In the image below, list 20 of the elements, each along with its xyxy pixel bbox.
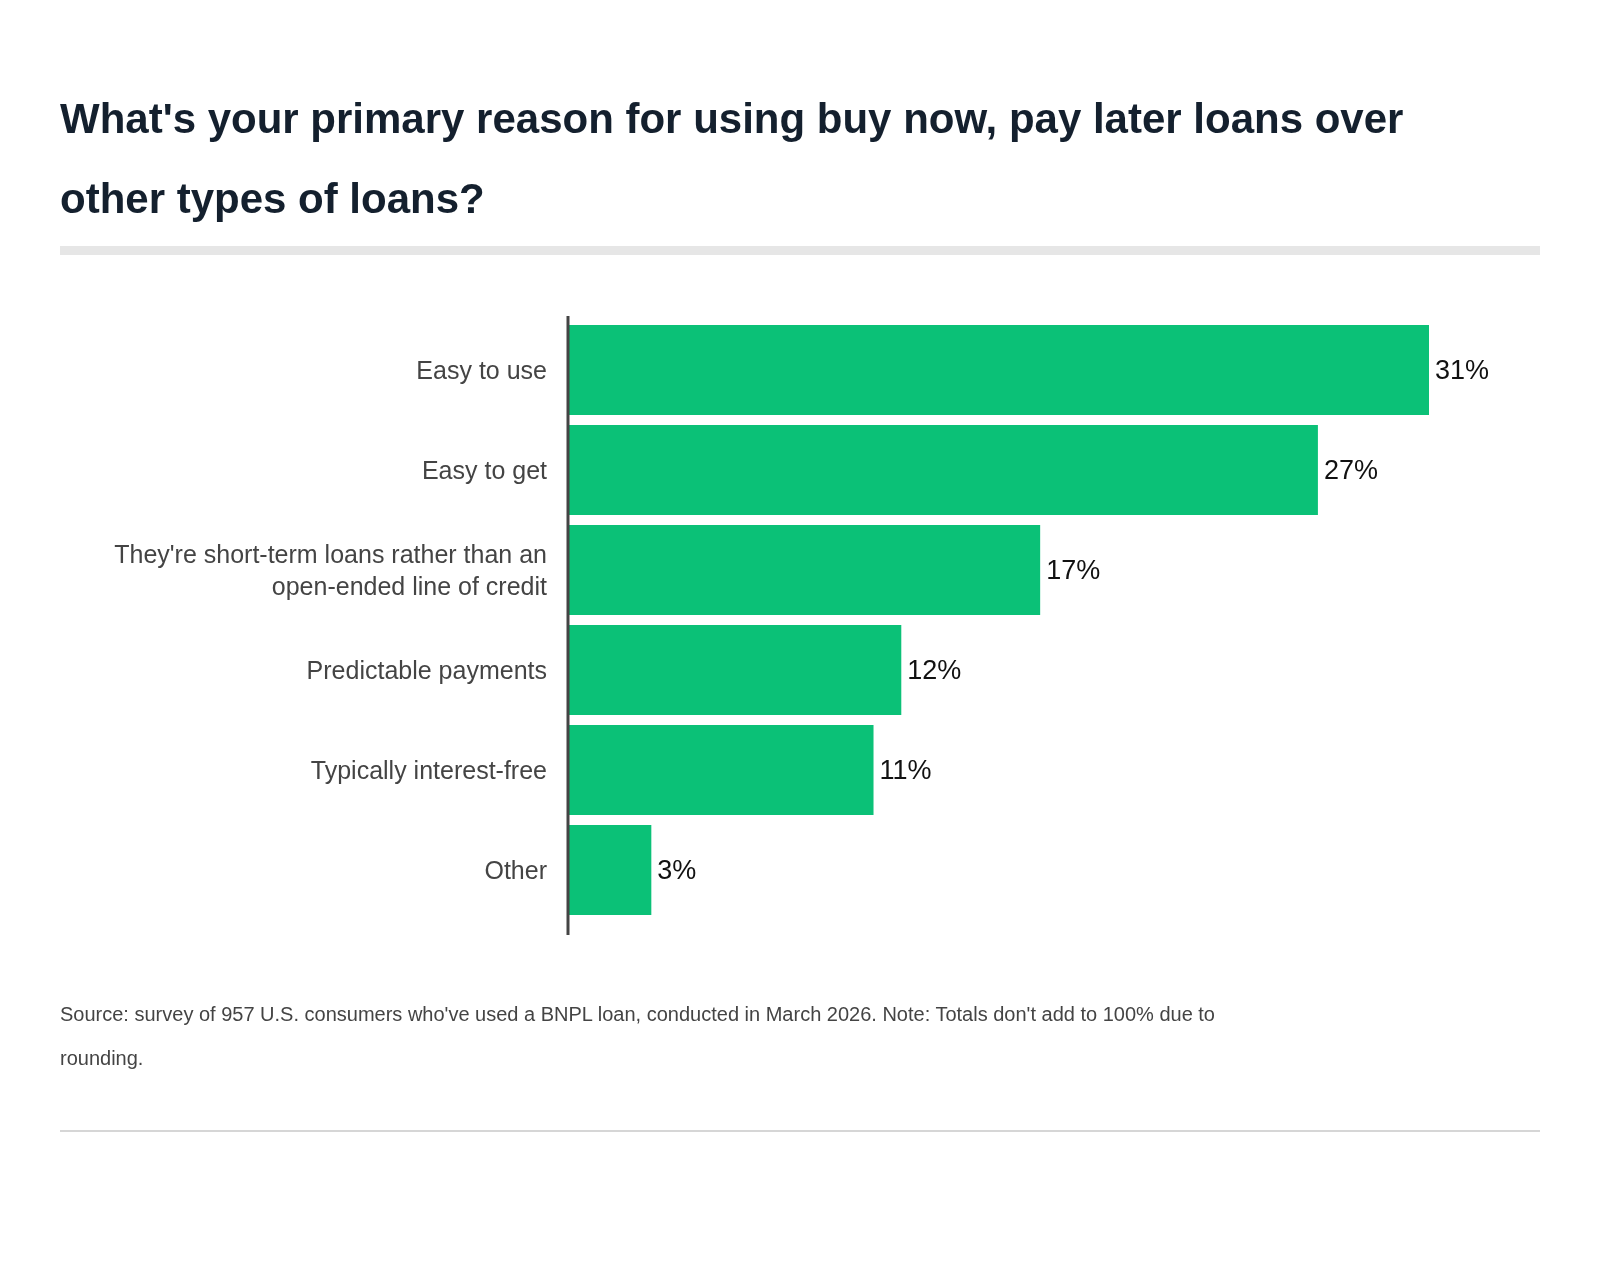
- y-tick-label: Easy to use: [416, 356, 547, 384]
- y-tick-label: Other: [484, 856, 547, 884]
- data-label: 31%: [1435, 355, 1490, 385]
- data-label: 27%: [1323, 455, 1378, 485]
- bar: [568, 725, 874, 815]
- bar: [568, 325, 1429, 415]
- y-tick-label: Typically interest-free: [310, 756, 547, 784]
- data-label: 3%: [657, 855, 697, 885]
- bar: [568, 825, 652, 915]
- data-label: 11%: [879, 755, 932, 785]
- source-note: Source: survey of 957 U.S. consumers who've used a BNPL loan, conducted in March 2026. Note: Totals don't add to 100% due to rounding.: [60, 1003, 1215, 1069]
- data-label: 17%: [1046, 555, 1101, 585]
- y-tick-label: They're short-term loans rather than an open-ended line of credit: [114, 540, 548, 600]
- bar: [568, 525, 1041, 615]
- y-tick-label: Easy to get: [421, 456, 548, 484]
- data-label: 12%: [907, 655, 962, 685]
- bar: [568, 625, 902, 715]
- y-tick-label: Predictable payments: [306, 656, 547, 684]
- chart-title: What's your primary reason for using buy now, pay later loans over other types of loans?: [60, 95, 1404, 222]
- bar: [568, 425, 1318, 515]
